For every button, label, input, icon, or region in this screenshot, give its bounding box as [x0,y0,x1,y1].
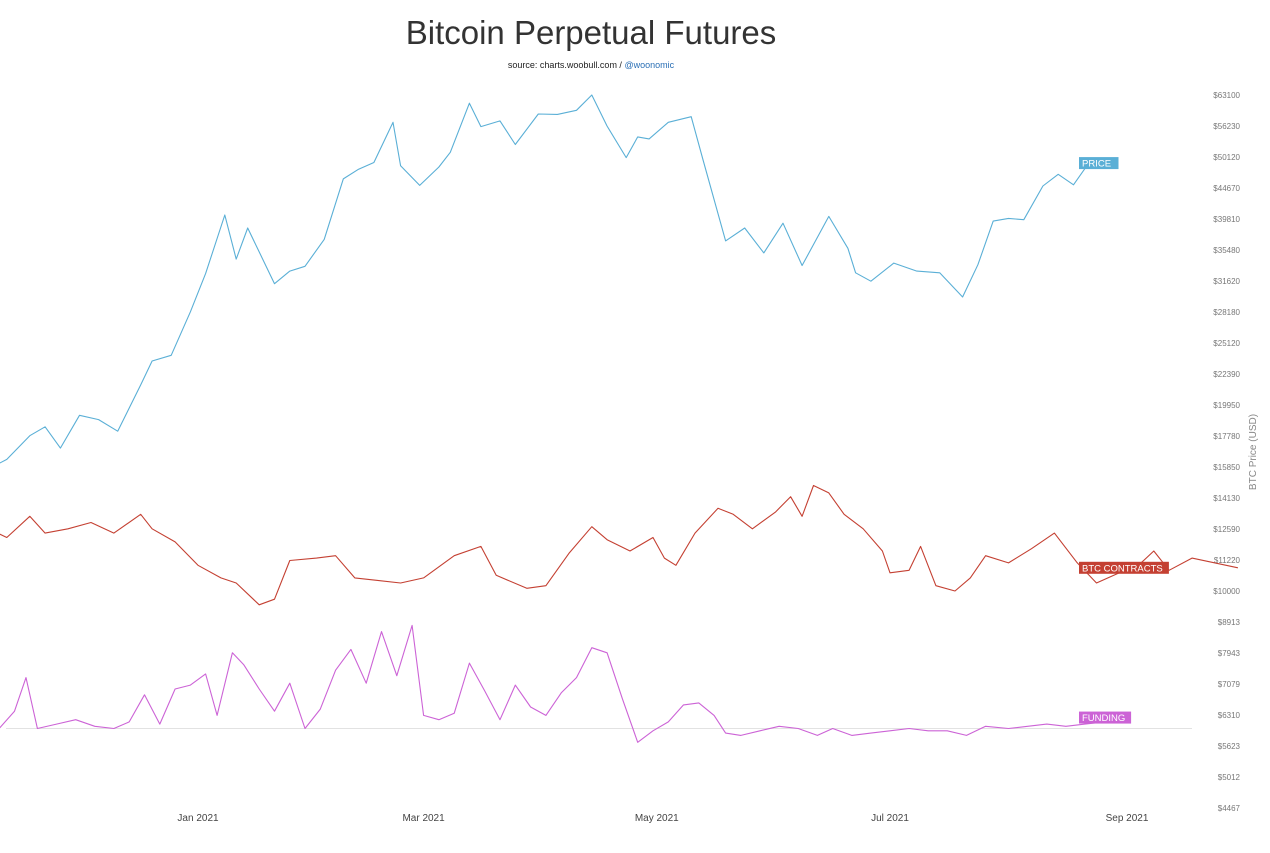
x-tick-label: Mar 2021 [402,813,445,824]
series-line-funding [0,624,1120,743]
subtitle-source: source: charts.woobull.com / [507,60,625,70]
y-tick-label: $5623 [1218,742,1241,751]
y-axis-label: BTC Price (USD) [1248,414,1259,490]
series-tag-funding: FUNDING [1079,711,1132,724]
y-tick-label: $19950 [1213,401,1240,410]
y-tick-label: $12590 [1213,525,1240,534]
x-tick-label: Jul 2021 [871,813,909,824]
series-tag-bg [1079,561,1169,574]
y-tick-label: $44670 [1213,184,1240,193]
chart-title: Bitcoin Perpetual Futures [405,14,777,51]
y-tick-label: $39810 [1213,215,1240,224]
series-tag-label: FUNDING [1082,713,1125,724]
y-axis: $63100 $56230 $50120 $44670 $39810 $35480 $316… [1213,91,1240,813]
x-tick-label: Sep 2021 [1106,813,1149,824]
subtitle-handle-link[interactable]: @woonomic [624,60,675,70]
y-tick-label: $56230 [1213,122,1240,131]
series-tag-btc-contracts: BTC CONTRACTS [1079,561,1169,574]
y-tick-label: $31620 [1213,277,1240,286]
y-tick-label: $14130 [1213,494,1240,503]
x-tick-label: May 2021 [635,813,679,824]
series-tag-label: PRICE [1082,159,1111,170]
series-tag-bg [1079,157,1119,170]
y-tick-label: $4467 [1218,804,1241,813]
x-tick-label: Jan 2021 [177,813,219,824]
chart-subtitle: source: charts.woobull.com / @woonomic [0,60,1182,70]
y-tick-label: $22390 [1213,370,1240,379]
y-tick-label: $7079 [1218,680,1241,689]
y-tick-label: $25120 [1213,339,1240,348]
series-layer [0,94,1239,743]
y-tick-label: $35480 [1213,246,1240,255]
y-tick-label: $5012 [1218,773,1241,782]
y-tick-label: $8913 [1218,618,1241,627]
series-tag-price: PRICE [1079,157,1119,170]
y-tick-label: $63100 [1213,91,1240,100]
y-tick-label: $15850 [1213,463,1240,472]
y-tick-label: $17780 [1213,432,1240,441]
series-tag-bg [1079,711,1132,724]
y-tick-label: $11220 [1214,556,1241,565]
y-tick-label: $6310 [1218,711,1241,720]
y-tick-label: $50120 [1213,153,1240,162]
series-line-price [0,94,1090,464]
y-tick-label: $28180 [1213,308,1240,317]
series-tag-label: BTC CONTRACTS [1082,563,1163,574]
series-tags: PRICE BTC CONTRACTS FUNDING [1079,157,1169,724]
y-tick-label: $7943 [1218,649,1241,658]
y-tick-label: $10000 [1213,587,1240,596]
x-axis: Jan 2021 Mar 2021 May 2021 Jul 2021 Sep 2021 [177,813,1148,824]
series-line-btc-contracts [0,484,1239,606]
